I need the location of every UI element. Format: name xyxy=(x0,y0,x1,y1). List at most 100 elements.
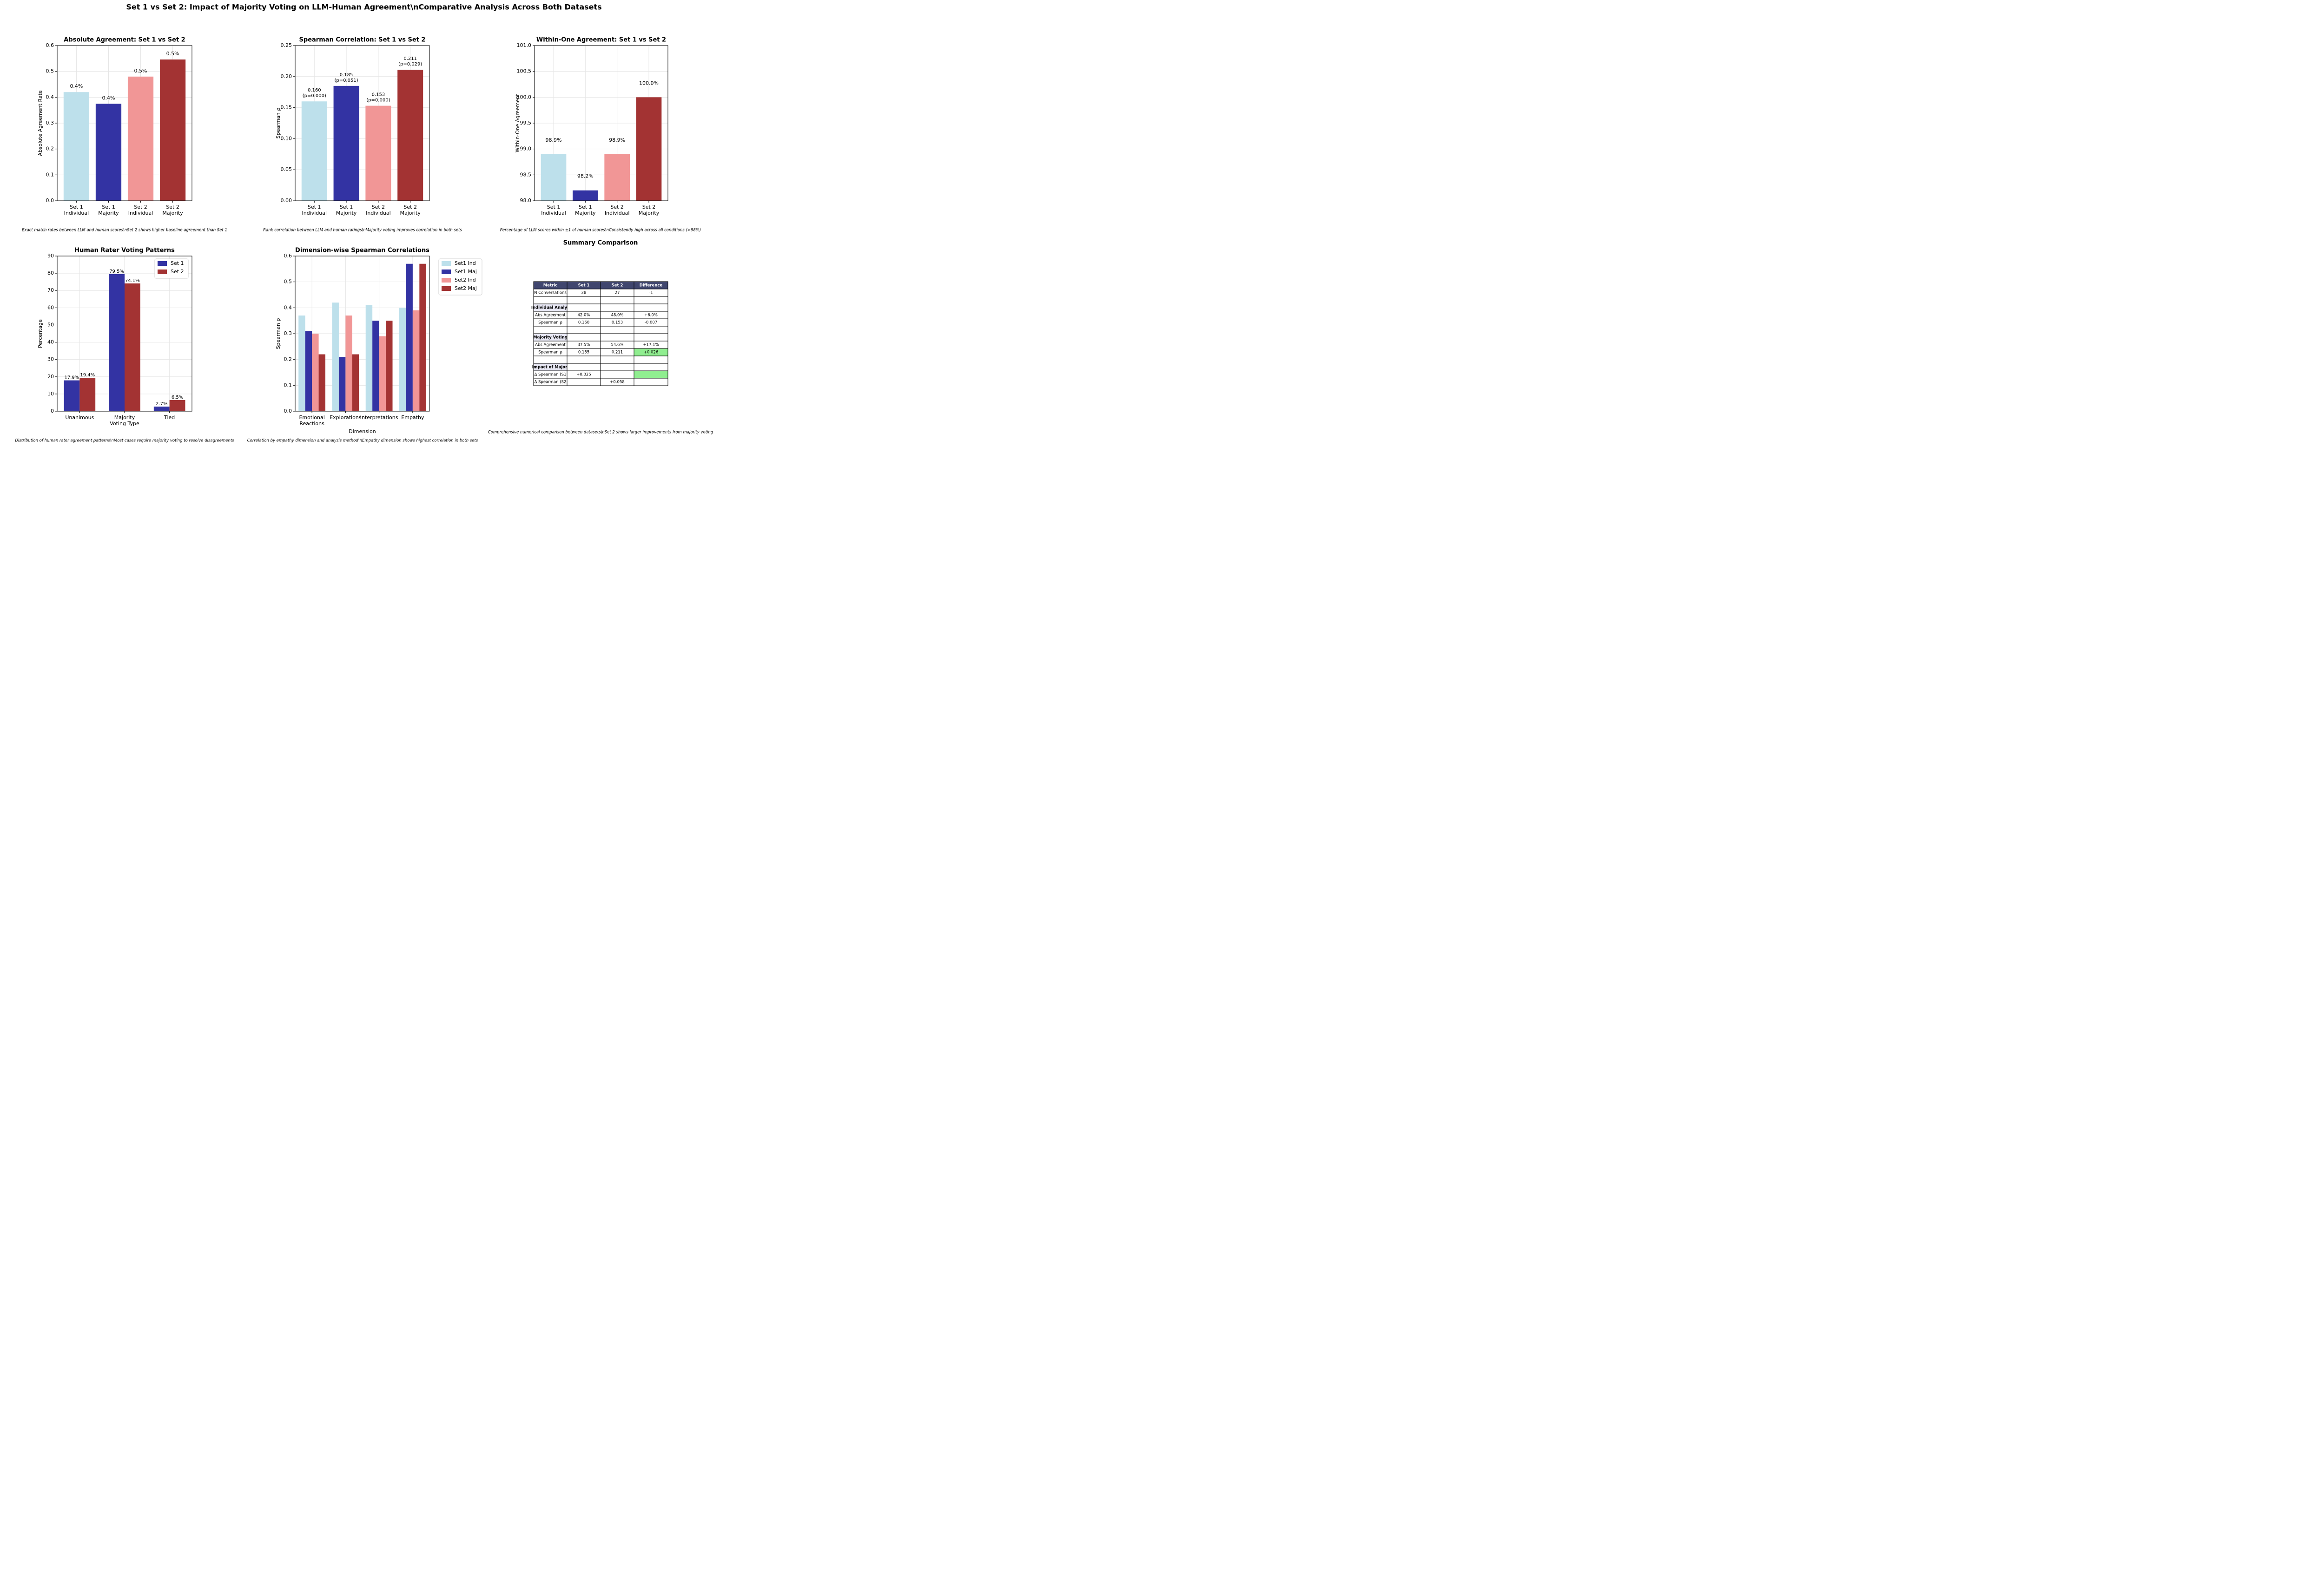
table-cell xyxy=(600,355,634,364)
table-title: Summary Comparison xyxy=(563,240,638,247)
chart-title: Spearman Correlation: Set 1 vs Set 2 xyxy=(299,37,426,44)
cell-text: Δ Spearman (S1 xyxy=(535,373,567,377)
x-tick-label: Empathy xyxy=(401,414,424,421)
table-cell xyxy=(600,303,634,312)
y-tick-label: 0.1 xyxy=(46,171,54,178)
value-label: 17.9% xyxy=(65,375,79,381)
value-label: 0.160 (p=0.000) xyxy=(303,88,326,99)
chart-title: Dimension-wise Spearman Correlations xyxy=(295,247,429,254)
bar xyxy=(386,321,393,411)
chart: 0.0 0.1 0.2 0.3 0.4 0.5 0.6 Emotional Reactions E… xyxy=(247,247,482,443)
cell-text: Majority Voting xyxy=(533,335,568,340)
cell-text: N Conversations xyxy=(534,291,567,296)
table-cell xyxy=(567,326,601,334)
bar xyxy=(372,321,379,411)
value-label: 0.153 (p=0.000) xyxy=(366,92,390,103)
table-cell xyxy=(600,363,634,371)
table-caption: Comprehensive numerical comparison betwe… xyxy=(488,430,713,435)
y-tick-label: 0.5 xyxy=(46,68,54,74)
bar xyxy=(125,283,140,411)
caption: Distribution of human rater agreement pa… xyxy=(15,439,234,443)
y-tick-label: 98.5 xyxy=(520,171,532,178)
table-cell xyxy=(567,333,601,342)
bar xyxy=(298,316,305,411)
y-tick-label: 100.5 xyxy=(517,68,532,74)
table-cell xyxy=(634,370,668,379)
bar xyxy=(397,70,423,201)
table-cell xyxy=(634,378,668,386)
y-tick-label: 0 xyxy=(51,408,54,414)
y-tick-label: 10 xyxy=(47,391,54,397)
x-tick-label: Set 1 Individual xyxy=(302,204,327,216)
x-tick-label: Set 2 Majority xyxy=(639,204,660,216)
y-tick-label: 0.5 xyxy=(284,279,292,285)
legend-swatch xyxy=(442,286,451,291)
table-cell xyxy=(634,363,668,371)
y-tick-label: 0.05 xyxy=(281,166,292,172)
table-cell xyxy=(567,355,601,364)
value-label: 0.211 (p=0.029) xyxy=(398,56,422,67)
cell-text: -0.007 xyxy=(645,321,657,325)
bar xyxy=(365,105,391,201)
value-label: 98.9% xyxy=(609,137,625,143)
y-tick-label: 99.0 xyxy=(520,146,532,152)
cell-text: 0.160 xyxy=(578,321,589,325)
y-axis-label: Spearman ρ xyxy=(275,318,281,349)
header-text: Metric xyxy=(543,283,557,288)
table-cell xyxy=(634,303,668,312)
x-tick-label: Set 1 Individual xyxy=(64,204,89,216)
caption: Exact match rates between LLM and human … xyxy=(22,228,227,233)
y-tick-label: 0.0 xyxy=(46,197,54,204)
x-tick-label: Interpretations xyxy=(360,414,398,421)
value-label: 0.5% xyxy=(134,68,147,74)
summary-table: Metric Set 1 Set 2 Difference N Conversation… xyxy=(531,281,668,386)
y-tick-label: 0.25 xyxy=(281,42,292,48)
bar xyxy=(63,92,90,201)
bar xyxy=(159,59,186,201)
bar xyxy=(153,406,170,411)
header-text: Set 2 xyxy=(612,283,623,288)
cell-text: +6.0% xyxy=(644,313,658,318)
value-label: 2.7% xyxy=(156,401,167,407)
header-text: Set 1 xyxy=(578,283,590,288)
bar xyxy=(379,336,386,411)
x-tick-label: Majority xyxy=(114,414,135,421)
table-cell xyxy=(567,378,601,386)
y-tick-label: 99.5 xyxy=(520,120,532,126)
table-cell xyxy=(634,326,668,334)
table-cell xyxy=(533,326,568,334)
legend-swatch xyxy=(158,270,167,274)
y-axis-label: Absolute Agreement Rate xyxy=(37,90,43,156)
legend-label: Set2 Maj xyxy=(455,285,477,291)
bar xyxy=(79,378,96,411)
x-tick-label: Set 2 Individual xyxy=(128,204,153,216)
chart-title: Human Rater Voting Patterns xyxy=(74,247,175,254)
bar xyxy=(352,354,359,411)
legend-box xyxy=(438,258,482,296)
table-cell xyxy=(533,296,568,304)
y-tick-label: 0.2 xyxy=(46,146,54,152)
table-cell xyxy=(634,333,668,342)
x-tick-label: Tied xyxy=(164,414,175,421)
axes-frame xyxy=(57,256,192,412)
y-tick-label: 90 xyxy=(47,253,54,259)
cell-text: Δ Spearman (S2 xyxy=(535,380,567,385)
y-tick-label: 80 xyxy=(47,270,54,276)
table-cell xyxy=(567,363,601,371)
table-cell xyxy=(634,355,668,364)
cell-text: -1 xyxy=(649,291,653,296)
cell-text: +0.026 xyxy=(644,350,658,355)
bar xyxy=(169,400,185,411)
cell-text: 0.153 xyxy=(612,321,623,325)
x-tick-label: Set 2 Individual xyxy=(605,204,630,216)
value-label: 6.5% xyxy=(172,395,183,400)
value-label: 79.5% xyxy=(109,269,124,274)
bar xyxy=(305,331,312,411)
axes-frame xyxy=(295,256,430,412)
legend-swatch xyxy=(442,278,451,283)
value-label: 0.4% xyxy=(70,83,83,89)
x-tick-label: Unanimous xyxy=(65,414,94,421)
cell-text: Abs Agreement xyxy=(535,343,566,348)
y-tick-label: 0.6 xyxy=(284,253,292,259)
y-tick-label: 0.3 xyxy=(46,120,54,126)
